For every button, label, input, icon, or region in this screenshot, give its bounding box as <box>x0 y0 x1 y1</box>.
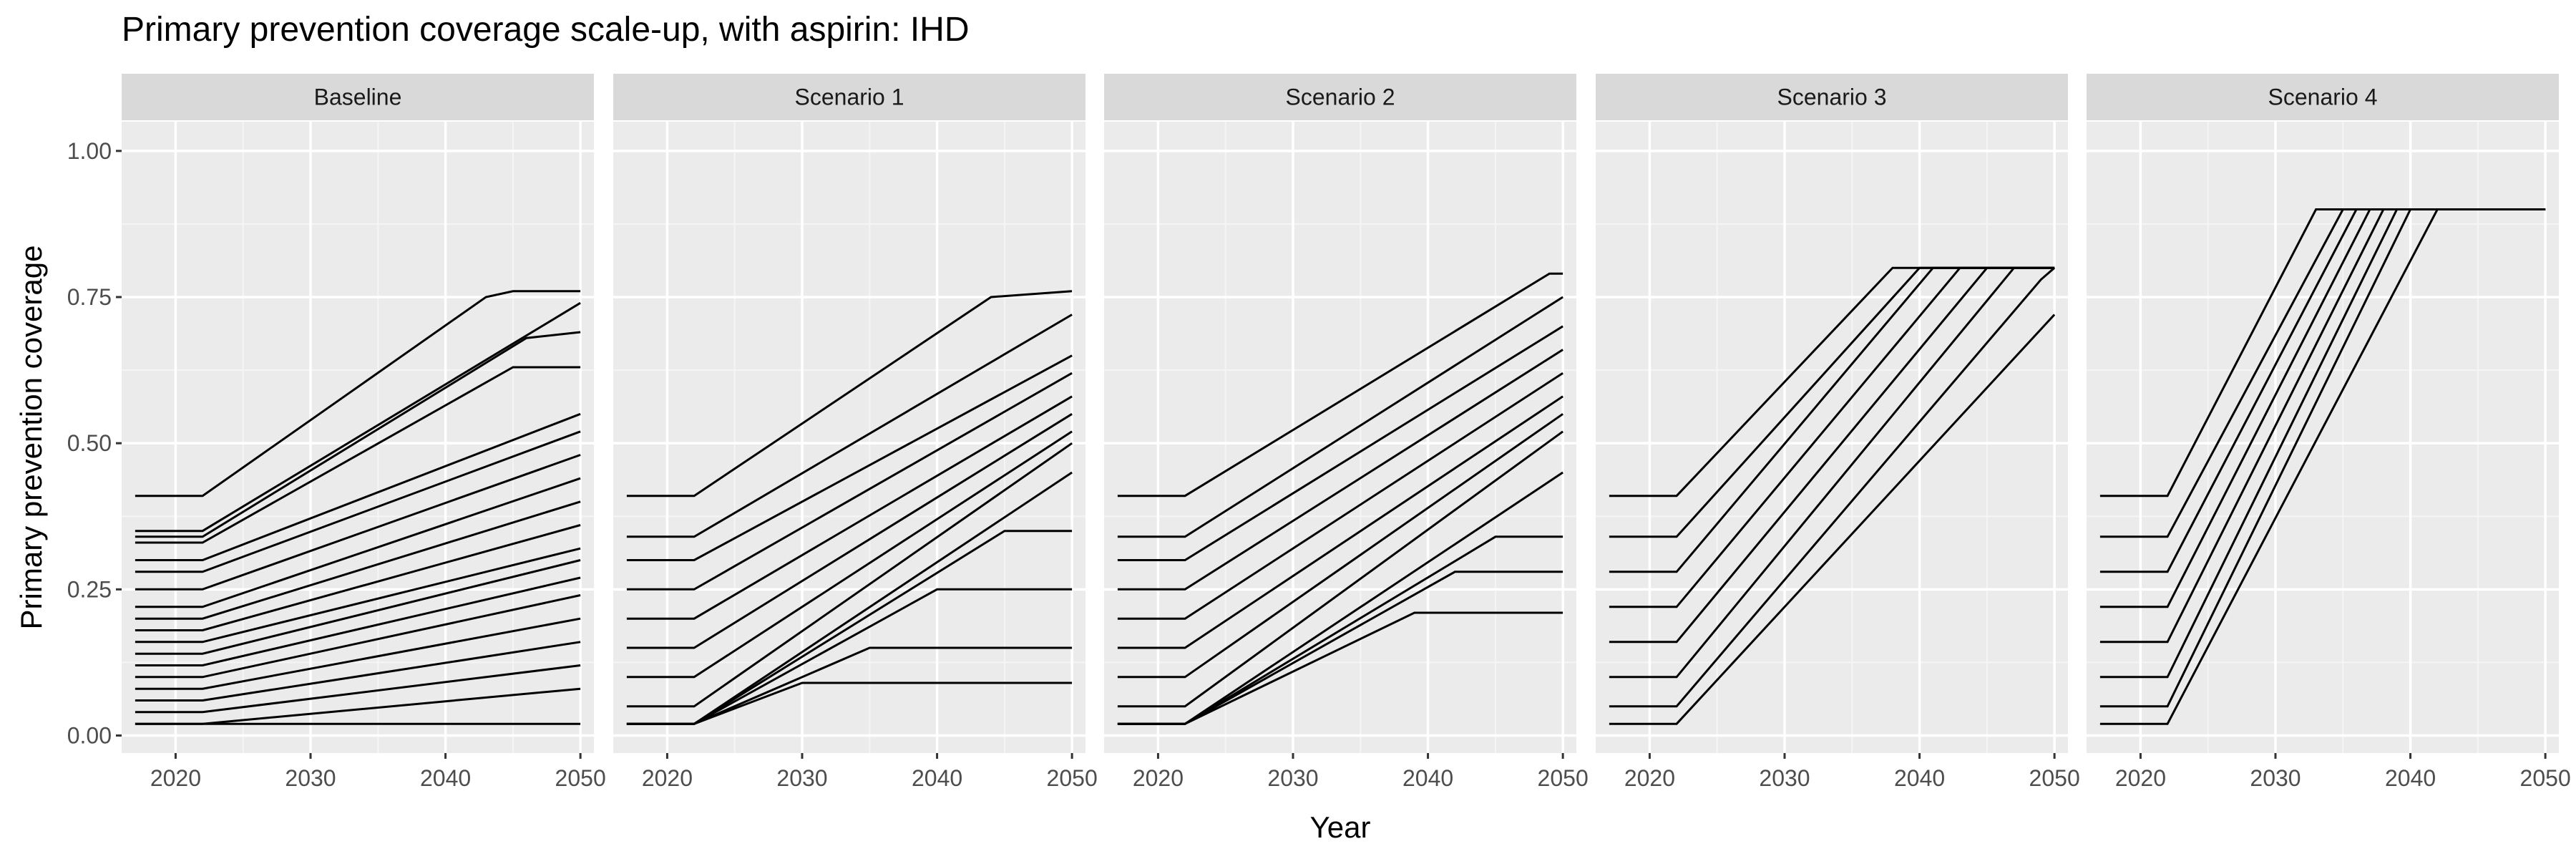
x-tick-label: 2050 <box>2520 765 2571 791</box>
series-line <box>1117 413 1563 679</box>
x-tick-label: 2040 <box>420 765 471 791</box>
panel-scenario-4 <box>2087 122 2559 753</box>
x-tick-label: 2030 <box>2250 765 2301 791</box>
series-line <box>135 500 581 620</box>
y-tick-label: 1.00 <box>67 138 112 164</box>
series-line <box>135 301 581 533</box>
series-line <box>626 413 1073 649</box>
x-tick-label: 2020 <box>1133 765 1184 791</box>
x-tick-label: 2020 <box>2115 765 2166 791</box>
series-line <box>135 547 581 644</box>
x-tick-label: 2040 <box>912 765 962 791</box>
x-tick-label: 2030 <box>776 765 827 791</box>
y-tick-label: 0.75 <box>67 284 112 310</box>
series-line <box>1609 314 2056 725</box>
series-line <box>135 430 581 573</box>
series-line <box>626 314 1073 538</box>
x-tick-label: 2040 <box>1402 765 1453 791</box>
series-line <box>135 366 581 544</box>
x-tick-label: 2020 <box>150 765 201 791</box>
series-line <box>1117 272 1563 498</box>
x-tick-label: 2050 <box>1538 765 1589 791</box>
series-line <box>135 290 581 498</box>
series-line <box>1609 266 2055 679</box>
x-tick-label: 2040 <box>2385 765 2436 791</box>
strip-scenario-2 <box>1104 74 1576 120</box>
x-tick-label: 2050 <box>555 765 606 791</box>
x-tick-label: 2030 <box>285 765 336 791</box>
series-line <box>1117 349 1563 591</box>
series-line <box>1117 471 1563 725</box>
series-line <box>626 395 1073 620</box>
series-line <box>626 471 1073 725</box>
series-line <box>1117 395 1563 649</box>
x-tick-label: 2030 <box>1267 765 1318 791</box>
y-tick-label: 0.00 <box>67 723 112 749</box>
series-line <box>626 372 1073 591</box>
y-axis-title: Primary prevention coverage <box>14 246 48 630</box>
series-line <box>1609 267 2056 708</box>
series-line <box>626 442 1073 708</box>
strip-label: Scenario 4 <box>2268 84 2378 110</box>
series-line <box>135 664 581 714</box>
x-tick-label: 2020 <box>642 765 693 791</box>
series-line <box>135 559 581 655</box>
chart-title: Primary prevention coverage scale-up, wi… <box>122 11 970 49</box>
panel-scenario-3 <box>1596 122 2068 753</box>
x-tick-label: 2050 <box>2029 765 2080 791</box>
series-line <box>135 477 581 608</box>
series-line <box>135 617 581 690</box>
strip-scenario-1 <box>613 74 1085 120</box>
strip-label: Scenario 2 <box>1286 84 1395 110</box>
series-line <box>135 641 581 702</box>
series-line <box>135 454 581 591</box>
series-line <box>135 331 581 538</box>
x-axis-title: Year <box>1310 810 1371 844</box>
series-line <box>135 412 581 561</box>
series-line <box>2099 208 2546 725</box>
strip-scenario-4 <box>2087 74 2559 120</box>
series-line <box>626 290 1073 498</box>
x-tick-label: 2030 <box>1759 765 1810 791</box>
strip-baseline <box>122 74 594 120</box>
series-line <box>135 576 581 666</box>
x-tick-label: 2040 <box>1894 765 1945 791</box>
series-line <box>135 594 581 679</box>
series-line <box>1117 296 1563 538</box>
series-line <box>626 430 1073 679</box>
series-line <box>1117 372 1563 620</box>
panel-scenario-1 <box>613 122 1085 753</box>
strip-label: Baseline <box>314 84 402 110</box>
x-tick-label: 2020 <box>1624 765 1675 791</box>
strip-label: Scenario 1 <box>795 84 904 110</box>
y-tick-label: 0.25 <box>67 576 112 602</box>
y-tick-label: 0.50 <box>67 430 112 456</box>
x-tick-label: 2050 <box>1047 765 1098 791</box>
strip-scenario-3 <box>1596 74 2068 120</box>
series-line <box>626 354 1073 561</box>
series-line <box>135 524 581 631</box>
series-line <box>1117 325 1563 561</box>
strip-label: Scenario 3 <box>1777 84 1887 110</box>
series-line <box>1117 430 1563 708</box>
